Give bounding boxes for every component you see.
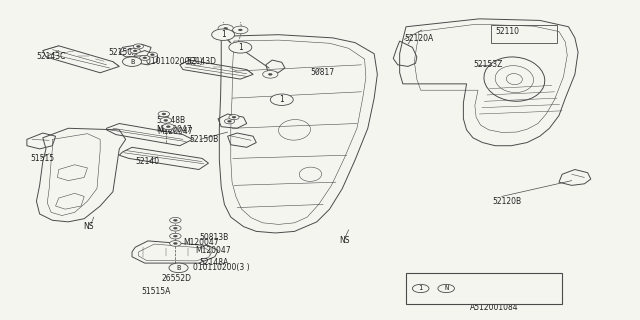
Text: 52110: 52110: [495, 27, 519, 36]
Text: A512001084: A512001084: [470, 303, 518, 312]
Circle shape: [225, 119, 235, 124]
Circle shape: [170, 241, 181, 246]
Circle shape: [169, 263, 188, 273]
Text: NS: NS: [83, 222, 93, 231]
Text: 52143C: 52143C: [36, 52, 66, 61]
Text: 52148A: 52148A: [199, 258, 228, 267]
Text: 52143D: 52143D: [186, 57, 216, 66]
Circle shape: [212, 29, 235, 40]
Circle shape: [173, 227, 177, 229]
Circle shape: [122, 57, 141, 67]
Text: 1: 1: [221, 30, 225, 39]
Circle shape: [438, 284, 454, 292]
Text: 51515A: 51515A: [141, 287, 171, 296]
Text: 52153Z: 52153Z: [473, 60, 502, 69]
Circle shape: [218, 25, 234, 32]
Circle shape: [133, 44, 143, 49]
Text: 50817: 50817: [310, 68, 335, 77]
Text: 52120A: 52120A: [404, 34, 433, 43]
Text: 1: 1: [238, 43, 243, 52]
Circle shape: [228, 120, 232, 122]
Text: M120047: M120047: [156, 125, 192, 134]
Text: M120047: M120047: [196, 246, 232, 255]
Circle shape: [150, 54, 154, 56]
Circle shape: [164, 119, 168, 121]
Circle shape: [232, 116, 236, 118]
Circle shape: [133, 50, 137, 52]
Circle shape: [166, 126, 170, 128]
Circle shape: [224, 28, 228, 29]
Text: 010110200(3 ): 010110200(3 ): [193, 263, 249, 272]
Circle shape: [170, 233, 181, 239]
Circle shape: [229, 115, 239, 120]
Circle shape: [143, 57, 147, 59]
Text: B: B: [177, 265, 180, 271]
Circle shape: [147, 52, 157, 57]
Circle shape: [270, 94, 293, 105]
Text: 52150B: 52150B: [189, 135, 219, 144]
Text: 52120B: 52120B: [492, 197, 521, 206]
Text: 50813B: 50813B: [199, 233, 228, 242]
Text: 023808000(6): 023808000(6): [457, 284, 511, 293]
Circle shape: [229, 42, 252, 53]
Circle shape: [170, 225, 181, 231]
Text: 26552D: 26552D: [162, 274, 192, 283]
Circle shape: [268, 73, 272, 75]
Text: NS: NS: [339, 236, 349, 245]
Circle shape: [158, 111, 170, 117]
Text: M120047: M120047: [157, 127, 193, 136]
Circle shape: [173, 219, 177, 221]
Circle shape: [239, 29, 243, 31]
Circle shape: [173, 235, 177, 237]
Circle shape: [160, 117, 172, 123]
Circle shape: [136, 45, 140, 47]
FancyBboxPatch shape: [406, 273, 562, 304]
Circle shape: [163, 124, 174, 130]
Circle shape: [162, 113, 166, 115]
Text: B: B: [130, 59, 134, 65]
Circle shape: [233, 26, 248, 34]
Text: 52140: 52140: [135, 157, 159, 166]
Circle shape: [173, 243, 177, 244]
Circle shape: [170, 217, 181, 223]
Circle shape: [262, 70, 278, 78]
Circle shape: [412, 284, 429, 292]
Circle shape: [140, 55, 150, 60]
Text: 1: 1: [280, 95, 284, 104]
Text: M120047: M120047: [183, 238, 219, 247]
Text: 1: 1: [419, 285, 423, 292]
Text: 52148B: 52148B: [156, 116, 186, 125]
Text: 51515: 51515: [30, 154, 54, 163]
Circle shape: [130, 48, 140, 53]
Text: 52150A: 52150A: [108, 48, 138, 57]
Text: 010110200(3 ): 010110200(3 ): [146, 57, 203, 66]
Text: N: N: [444, 285, 448, 292]
